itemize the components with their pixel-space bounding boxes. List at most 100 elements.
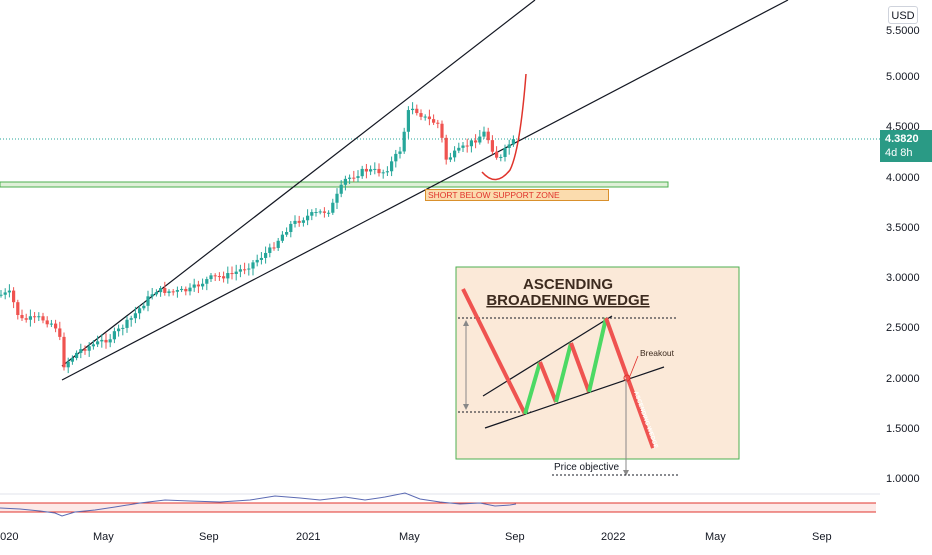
candle-body <box>381 172 385 174</box>
candle-body <box>511 139 515 145</box>
time-label-may-2021: May <box>399 531 420 543</box>
candle-body <box>457 147 461 151</box>
diagram-upper-line <box>482 315 613 397</box>
candle-body <box>432 119 436 123</box>
price-tick-3.5: 3.5000 <box>886 222 920 234</box>
currency-badge[interactable]: USD <box>888 6 918 24</box>
candle-body <box>91 344 95 347</box>
price-objective-label: Price objective <box>554 462 619 473</box>
candle-body <box>306 215 310 221</box>
diagram-lower-line <box>484 366 665 429</box>
diagram-leg-7 <box>604 317 655 449</box>
candle-body <box>453 150 457 158</box>
price-tick-3.0: 3.0000 <box>886 272 920 284</box>
candle-body <box>184 288 188 292</box>
candle-body <box>192 284 196 288</box>
candle-body <box>238 269 242 272</box>
candle-body <box>440 123 444 138</box>
candle-body <box>217 276 221 278</box>
candle-body <box>415 108 419 114</box>
candle-body <box>390 161 394 172</box>
candle-body <box>54 323 58 329</box>
candle-body <box>398 151 402 154</box>
candle-body <box>154 292 158 295</box>
candle-body <box>243 269 247 271</box>
candle-body <box>146 296 150 306</box>
candle-body <box>482 131 486 137</box>
candle-body <box>33 316 37 318</box>
time-axis: 2020 May Sep 2021 May Sep 2022 May Sep <box>0 531 832 543</box>
time-label-may-2020: May <box>93 531 114 543</box>
candle-body <box>297 220 301 223</box>
candle-body <box>427 116 431 120</box>
candle-body <box>129 318 133 320</box>
candle-body <box>343 178 347 185</box>
candle-body <box>75 352 79 359</box>
diagram-leg-3 <box>538 361 558 403</box>
wedge-diagram[interactable]: ASCENDING BROADENING WEDGE Breakout ASCE… <box>455 266 740 476</box>
current-price-tag: 4.3820 4d 8h <box>880 130 932 162</box>
rsi-panel <box>0 492 880 517</box>
candle-body <box>474 140 478 143</box>
candle-body <box>251 262 255 269</box>
candle-body <box>45 320 49 325</box>
candle-body <box>419 113 423 117</box>
candle-body <box>37 316 41 318</box>
candle-body <box>495 151 499 158</box>
price-tick-1.0: 1.0000 <box>886 473 920 485</box>
candle-body <box>180 288 184 291</box>
time-label-sep-2021: Sep <box>505 531 525 543</box>
candle-body <box>448 157 452 160</box>
candle-body <box>79 349 83 353</box>
candle-body <box>234 271 238 274</box>
price-tick-5.5: 5.5000 <box>886 25 920 37</box>
candle-body <box>507 144 511 148</box>
candle-body <box>66 361 70 368</box>
candle-body <box>62 336 66 368</box>
candle-body <box>108 339 112 343</box>
candle-body <box>289 223 293 233</box>
diagram-leg-6 <box>587 317 608 393</box>
candle-body <box>104 339 108 343</box>
candle-body <box>175 290 179 292</box>
candle-body <box>364 168 368 172</box>
projection-curve[interactable] <box>481 73 527 181</box>
candle-body <box>327 212 331 214</box>
candle-body <box>138 308 142 314</box>
candle-body <box>70 358 74 362</box>
candle-body <box>465 145 469 147</box>
candle-body <box>444 137 448 160</box>
candle-body <box>121 327 125 329</box>
candle-body <box>188 287 192 292</box>
candle-body <box>28 316 32 320</box>
candle-body <box>469 140 473 147</box>
candle-body <box>125 319 129 328</box>
candle-body <box>171 291 175 293</box>
candle-body <box>272 247 276 249</box>
candle-body <box>348 177 352 179</box>
candle-body <box>436 122 440 124</box>
candle-body <box>58 328 62 337</box>
support-zone[interactable] <box>0 181 669 188</box>
candlestick-series <box>0 102 515 374</box>
candle-body <box>503 147 507 157</box>
candle-body <box>461 145 465 148</box>
candle-body <box>490 140 494 152</box>
axis-corner <box>878 518 932 550</box>
candle-body <box>96 341 100 345</box>
time-label-2021: 2021 <box>296 531 320 543</box>
price-tick-5.0: 5.0000 <box>886 71 920 83</box>
candle-body <box>293 220 297 224</box>
upper-trendline[interactable] <box>61 0 536 367</box>
candle-body <box>230 273 234 275</box>
candle-body <box>406 110 410 132</box>
candle-body <box>264 252 268 258</box>
candle-body <box>117 328 121 332</box>
candle-body <box>16 302 20 316</box>
support-zone-label[interactable]: SHORT BELOW SUPPORT ZONE <box>425 189 609 201</box>
candle-body <box>314 212 318 214</box>
candle-body <box>373 168 377 170</box>
candle-body <box>268 247 272 253</box>
